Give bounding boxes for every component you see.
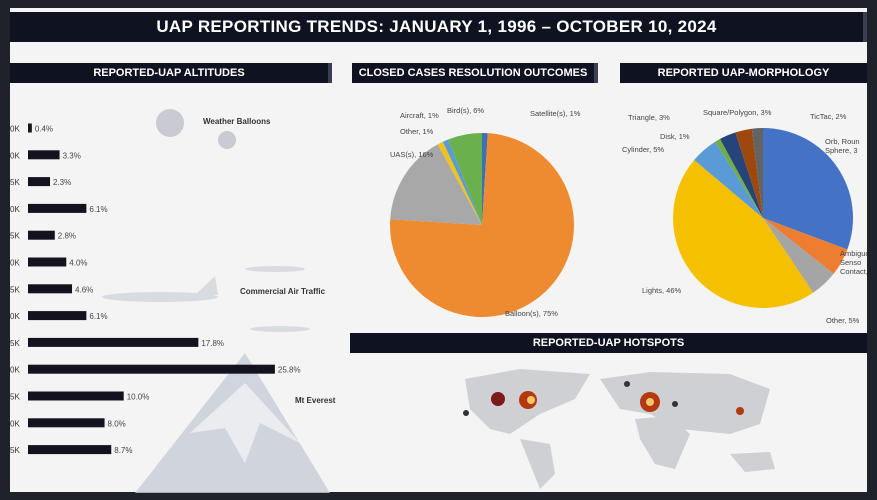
morphology-title: REPORTED UAP-MORPHOLOGY [620,63,867,83]
altitude-tick-label: 5K [10,232,20,241]
altitude-bar [28,284,73,294]
altitude-data-label: 2.3% [53,178,71,187]
altitude-data-label: 4.0% [69,259,87,268]
annotation-weather-balloons: Weather Balloons [203,117,271,126]
pie-slice-label: Ambiguc Senso Contact, [840,249,867,276]
pie-slice [437,141,482,225]
pie-slice-label: Orb, Roun Sphere, 3 [825,137,860,155]
altitude-tick-label: 0K [10,205,20,214]
pie-slice [715,138,763,218]
pie-slice-label: Other, 5% [826,316,860,325]
annotation-commercial-air-traffic: Commercial Air Traffic [240,287,326,296]
pie-slice-label: Aircraft, 1% [400,111,439,120]
altitude-tick-label: 0K [10,312,20,321]
pie-slice [720,132,763,218]
pie-slice [442,139,482,225]
altitude-bar [28,337,199,347]
altitude-tick-label: 5K [10,178,20,187]
pie-slice [673,160,814,308]
pie-slice [390,133,574,318]
pie-slice [390,144,482,225]
altitude-tick-label: 0K [10,259,20,268]
pie-slice [694,141,763,218]
annotation-mt-everest: Mt Everest [295,396,336,405]
pie-slice [448,133,482,225]
pie-slice [751,128,763,218]
altitude-tick-label: 5K [10,339,20,348]
altitude-data-label: 2.8% [58,232,76,241]
altitude-data-label: 0.4% [35,125,53,134]
pie-slice-label: TicTac, 2% [810,112,847,121]
altitude-bar [28,123,32,133]
altitude-bar [28,230,55,240]
altitude-bar [28,418,105,428]
altitude-bar [28,391,124,401]
altitude-bar [28,177,51,187]
pie-slice [735,128,763,218]
altitude-tick-label: 0K [10,151,20,160]
altitude-bar-chart: Weather Balloons Commercial Air Traffic … [10,109,336,493]
altitude-bar [28,150,60,160]
altitude-data-label: 25.8% [278,366,301,375]
pie-slice-label: Triangle, 3% [628,113,670,122]
altitude-data-label: 17.8% [201,339,224,348]
world-map-landmass [465,369,775,489]
altitude-tick-label: 5K [10,285,20,294]
outcomes-title: CLOSED CASES RESOLUTION OUTCOMES [352,63,598,83]
altitude-data-label: 3.3% [63,151,81,160]
pie-slice [763,218,834,293]
altitude-bar [28,364,275,374]
altitude-tick-label: 5K [10,446,20,455]
altitude-data-label: 6.1% [89,312,107,321]
pie-slice-label: Satellite(s), 1% [530,109,581,118]
mountain-illustration [135,353,330,493]
pie-slice-label: Balloon(s), 75% [505,309,558,318]
altitudes-title: REPORTED-UAP ALTITUDES [10,63,332,83]
altitude-tick-label: 5K [10,393,20,402]
morphology-pie-chart: Orb, Roun Sphere, 3 Ambiguc Senso Contact, Ot… [622,108,867,325]
balloon-illustration [156,109,236,149]
altitude-tick-label: 0K [10,419,20,428]
hotspot-world-map [463,369,775,489]
pie-slice [763,128,853,250]
altitude-tick-label: 0K [10,366,20,375]
altitude-bar [28,203,87,213]
pie-slice [763,218,848,274]
altitude-tick-label: 0K [10,125,20,134]
altitude-data-label: 8.0% [108,419,126,428]
page-title: UAP REPORTING TRENDS: JANUARY 1, 1996 – … [10,12,867,42]
outcomes-pie-chart: Satellite(s), 1% Balloon(s), 75% UAS(s), 1… [390,106,581,318]
pie-slice-label: Bird(s), 6% [447,106,484,115]
altitude-bar [28,311,87,321]
pie-slice-label: UAS(s), 16% [390,150,434,159]
altitude-data-label: 6.1% [89,205,107,214]
airplane-illustration [102,266,310,332]
pie-slice-label: Disk, 1% [660,132,690,141]
hotspots-title: REPORTED-UAP HOTSPOTS [350,333,867,353]
pie-slice-label: Lights, 46% [642,286,682,295]
hotspot-markers [463,381,744,416]
altitude-data-label: 10.0% [127,393,150,402]
pie-slice-label: Other, 1% [400,127,434,136]
altitude-bar [28,257,67,267]
pie-slice [482,133,488,225]
infographic: UAP REPORTING TRENDS: JANUARY 1, 1996 – … [10,8,867,493]
pie-slice-label: Cylinder, 5% [622,145,664,154]
altitude-data-label: 8.7% [114,446,132,455]
altitude-data-label: 4.6% [75,285,93,294]
pie-slice-label: Square/Polygon, 3% [703,108,772,117]
altitude-bar [28,445,112,455]
